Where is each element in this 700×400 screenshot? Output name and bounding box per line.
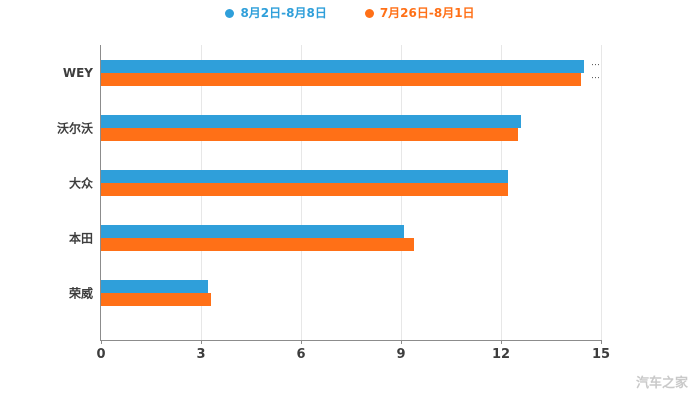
x-axis-tick xyxy=(201,340,202,344)
x-tick-label: 6 xyxy=(296,347,306,362)
clipped-label-dots: ⋯ xyxy=(591,73,601,84)
gridline xyxy=(601,45,602,340)
x-tick-label: 3 xyxy=(196,347,206,362)
x-tick-label: 12 xyxy=(491,347,511,362)
x-axis-tick xyxy=(601,340,602,344)
legend: 8月2日-8月8日 7月26日-8月1日 xyxy=(0,7,700,19)
x-tick-label: 9 xyxy=(396,347,406,362)
x-axis-tick xyxy=(101,340,102,344)
x-axis-tick xyxy=(401,340,402,344)
bar-series0-荣威 xyxy=(101,279,208,293)
y-category-label: 本田 xyxy=(68,231,93,245)
plot-area: 0 3 6 9 12 15 WEY ⋯ ⋯ 沃尔沃大众本田荣威 xyxy=(57,45,610,362)
x-tick-label: 0 xyxy=(96,347,106,362)
bar-series0-本田 xyxy=(101,224,405,238)
x-axis-tick xyxy=(501,340,502,344)
clipped-label-dots: ⋯ xyxy=(591,60,601,71)
bar-series1-本田 xyxy=(101,237,415,251)
legend-item-current-week[interactable]: 8月2日-8月8日 xyxy=(225,6,327,20)
x-tick-label: 15 xyxy=(591,347,611,362)
bar-series1-荣威 xyxy=(101,292,211,306)
bar-series0-WEY xyxy=(101,59,585,73)
y-category-label: 大众 xyxy=(68,176,93,190)
y-category-label: 荣威 xyxy=(68,286,93,300)
bar-series0-大众 xyxy=(101,169,508,183)
bar-series1-沃尔沃 xyxy=(101,127,518,141)
bar-series0-沃尔沃 xyxy=(101,114,521,128)
legend-dot-icon xyxy=(225,8,235,18)
legend-label-previous-week: 7月26日-8月1日 xyxy=(379,6,475,20)
legend-label-current-week: 8月2日-8月8日 xyxy=(240,6,327,20)
watermark: 汽车之家 xyxy=(635,376,688,391)
legend-item-previous-week[interactable]: 7月26日-8月1日 xyxy=(364,6,475,20)
legend-dot-icon xyxy=(364,8,374,18)
y-category-label: 沃尔沃 xyxy=(56,121,93,135)
bar-series1-大众 xyxy=(101,182,508,196)
y-category-label: WEY xyxy=(62,65,93,80)
bar-series1-WEY xyxy=(101,72,581,86)
x-axis-tick xyxy=(301,340,302,344)
